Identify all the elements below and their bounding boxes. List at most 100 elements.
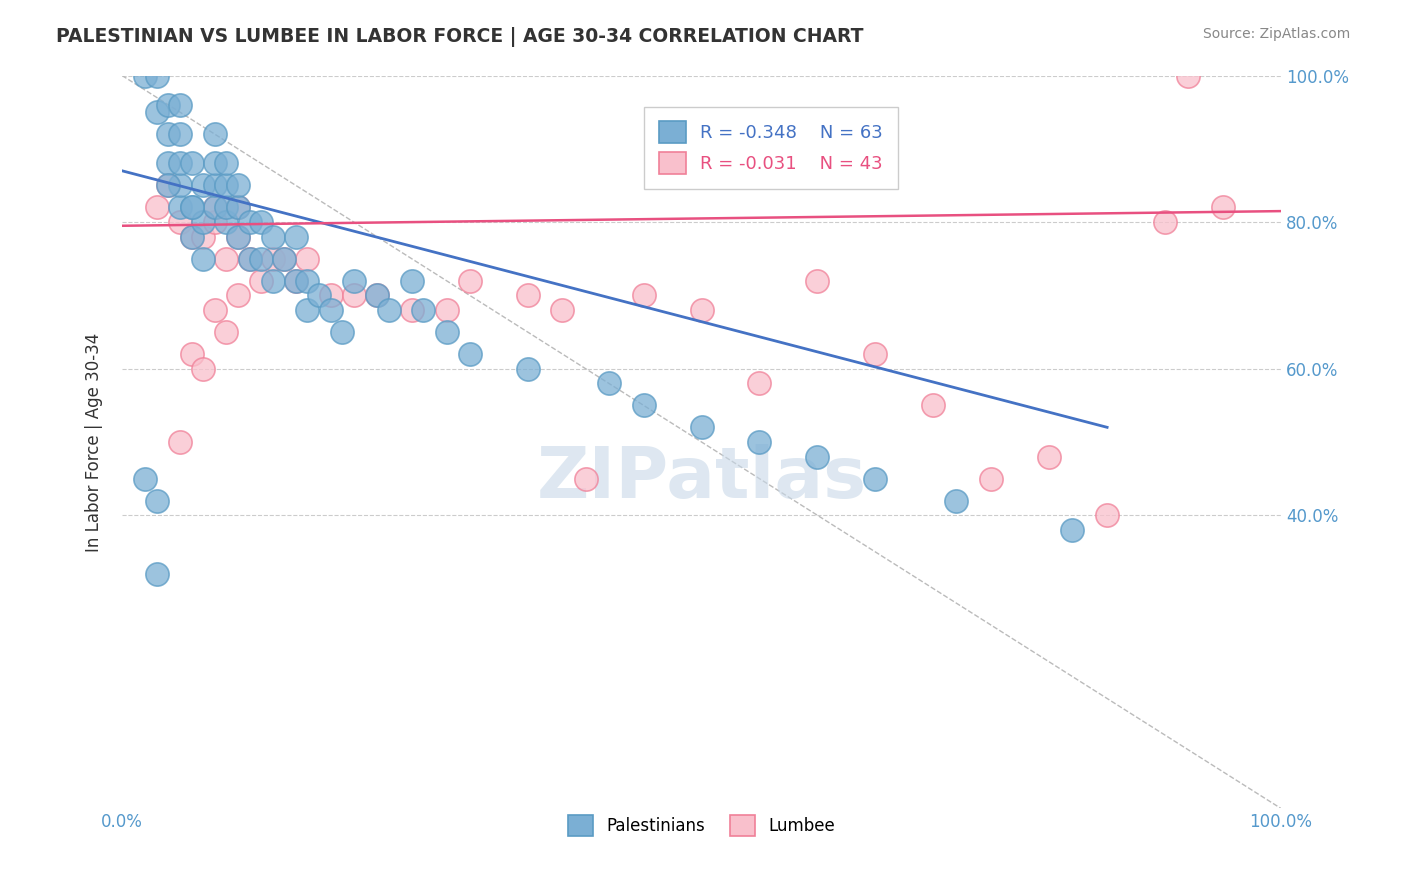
Point <box>945 493 967 508</box>
Point <box>146 105 169 120</box>
Point <box>193 252 215 266</box>
Point <box>250 215 273 229</box>
Point <box>412 303 434 318</box>
Point <box>215 178 238 193</box>
Point <box>193 361 215 376</box>
Point <box>146 69 169 83</box>
Point <box>598 376 620 391</box>
Point <box>215 252 238 266</box>
Point <box>343 288 366 302</box>
Point <box>204 215 226 229</box>
Point <box>193 178 215 193</box>
Point <box>157 156 180 170</box>
Point <box>193 229 215 244</box>
Point <box>284 274 307 288</box>
Point <box>169 156 191 170</box>
Point <box>180 156 202 170</box>
Point <box>146 493 169 508</box>
Point <box>215 215 238 229</box>
Point <box>308 288 330 302</box>
Point <box>226 229 249 244</box>
Point <box>226 178 249 193</box>
Point <box>401 303 423 318</box>
Point <box>169 215 191 229</box>
Point <box>330 325 353 339</box>
Point <box>633 288 655 302</box>
Point <box>748 376 770 391</box>
Point <box>226 229 249 244</box>
Point <box>157 178 180 193</box>
Point <box>180 229 202 244</box>
Point <box>157 98 180 112</box>
Point <box>1212 201 1234 215</box>
Point <box>551 303 574 318</box>
Point <box>204 201 226 215</box>
Text: ZIPatlas: ZIPatlas <box>537 444 866 513</box>
Point <box>180 229 202 244</box>
Point <box>215 325 238 339</box>
Point <box>204 156 226 170</box>
Point <box>1154 215 1177 229</box>
Point <box>458 347 481 361</box>
Point <box>273 252 295 266</box>
Point <box>204 303 226 318</box>
Point <box>250 274 273 288</box>
Point <box>262 274 284 288</box>
Point <box>284 274 307 288</box>
Point <box>146 201 169 215</box>
Point <box>226 288 249 302</box>
Point <box>748 434 770 449</box>
Point <box>134 472 156 486</box>
Point <box>865 472 887 486</box>
Point <box>204 127 226 141</box>
Point <box>284 229 307 244</box>
Point <box>865 347 887 361</box>
Text: Source: ZipAtlas.com: Source: ZipAtlas.com <box>1202 27 1350 41</box>
Point <box>157 127 180 141</box>
Text: PALESTINIAN VS LUMBEE IN LABOR FORCE | AGE 30-34 CORRELATION CHART: PALESTINIAN VS LUMBEE IN LABOR FORCE | A… <box>56 27 863 46</box>
Point <box>226 201 249 215</box>
Point <box>436 303 458 318</box>
Point <box>516 288 538 302</box>
Y-axis label: In Labor Force | Age 30-34: In Labor Force | Age 30-34 <box>86 333 103 551</box>
Point <box>134 69 156 83</box>
Point <box>319 288 342 302</box>
Point <box>180 347 202 361</box>
Point <box>1177 69 1199 83</box>
Point <box>1062 523 1084 537</box>
Point <box>169 127 191 141</box>
Point <box>169 98 191 112</box>
Point <box>1038 450 1060 464</box>
Point <box>238 252 260 266</box>
Point <box>180 201 202 215</box>
Point <box>262 252 284 266</box>
Point <box>297 252 319 266</box>
Point <box>250 252 273 266</box>
Point <box>146 566 169 581</box>
Point <box>401 274 423 288</box>
Point <box>366 288 388 302</box>
Point <box>516 361 538 376</box>
Point <box>238 252 260 266</box>
Point <box>262 229 284 244</box>
Point <box>366 288 388 302</box>
Point <box>215 201 238 215</box>
Point <box>377 303 399 318</box>
Point <box>297 303 319 318</box>
Point <box>633 398 655 412</box>
Point <box>169 434 191 449</box>
Point <box>806 450 828 464</box>
Point <box>193 215 215 229</box>
Point <box>204 201 226 215</box>
Point <box>238 215 260 229</box>
Point <box>169 201 191 215</box>
Legend: Palestinians, Lumbee: Palestinians, Lumbee <box>560 807 844 844</box>
Point <box>922 398 945 412</box>
Point <box>436 325 458 339</box>
Point <box>575 472 598 486</box>
Point <box>157 178 180 193</box>
Point <box>1095 508 1118 523</box>
Point <box>806 274 828 288</box>
Point <box>458 274 481 288</box>
Point <box>204 178 226 193</box>
